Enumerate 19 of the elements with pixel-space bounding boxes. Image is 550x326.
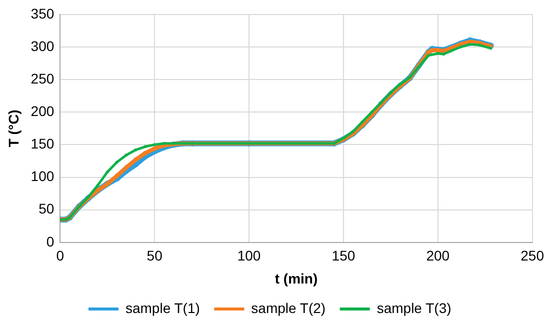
legend-label: sample T(3) xyxy=(376,300,452,316)
y-tick-label: 350 xyxy=(30,5,54,22)
y-tick-label: 200 xyxy=(30,102,54,119)
legend-label: sample T(1) xyxy=(125,300,200,316)
x-tick-label: 50 xyxy=(146,248,163,264)
x-tick-label: 200 xyxy=(426,248,450,264)
x-tick-label: 0 xyxy=(56,248,64,264)
y-axis-title: T (°C) xyxy=(5,110,22,148)
x-tick-label: 250 xyxy=(520,248,544,264)
x-tick-label: 150 xyxy=(332,248,356,264)
legend-label: sample T(2) xyxy=(251,300,326,316)
x-axis-title: t (min) xyxy=(274,270,318,286)
x-tick-label: 100 xyxy=(237,248,261,264)
y-tick-label: 50 xyxy=(38,200,54,217)
y-tick-label: 300 xyxy=(30,38,54,54)
y-tick-label: 100 xyxy=(30,168,54,184)
y-tick-label: 250 xyxy=(30,70,54,86)
y-tick-label: 0 xyxy=(46,233,54,250)
y-tick-label: 150 xyxy=(30,136,54,152)
